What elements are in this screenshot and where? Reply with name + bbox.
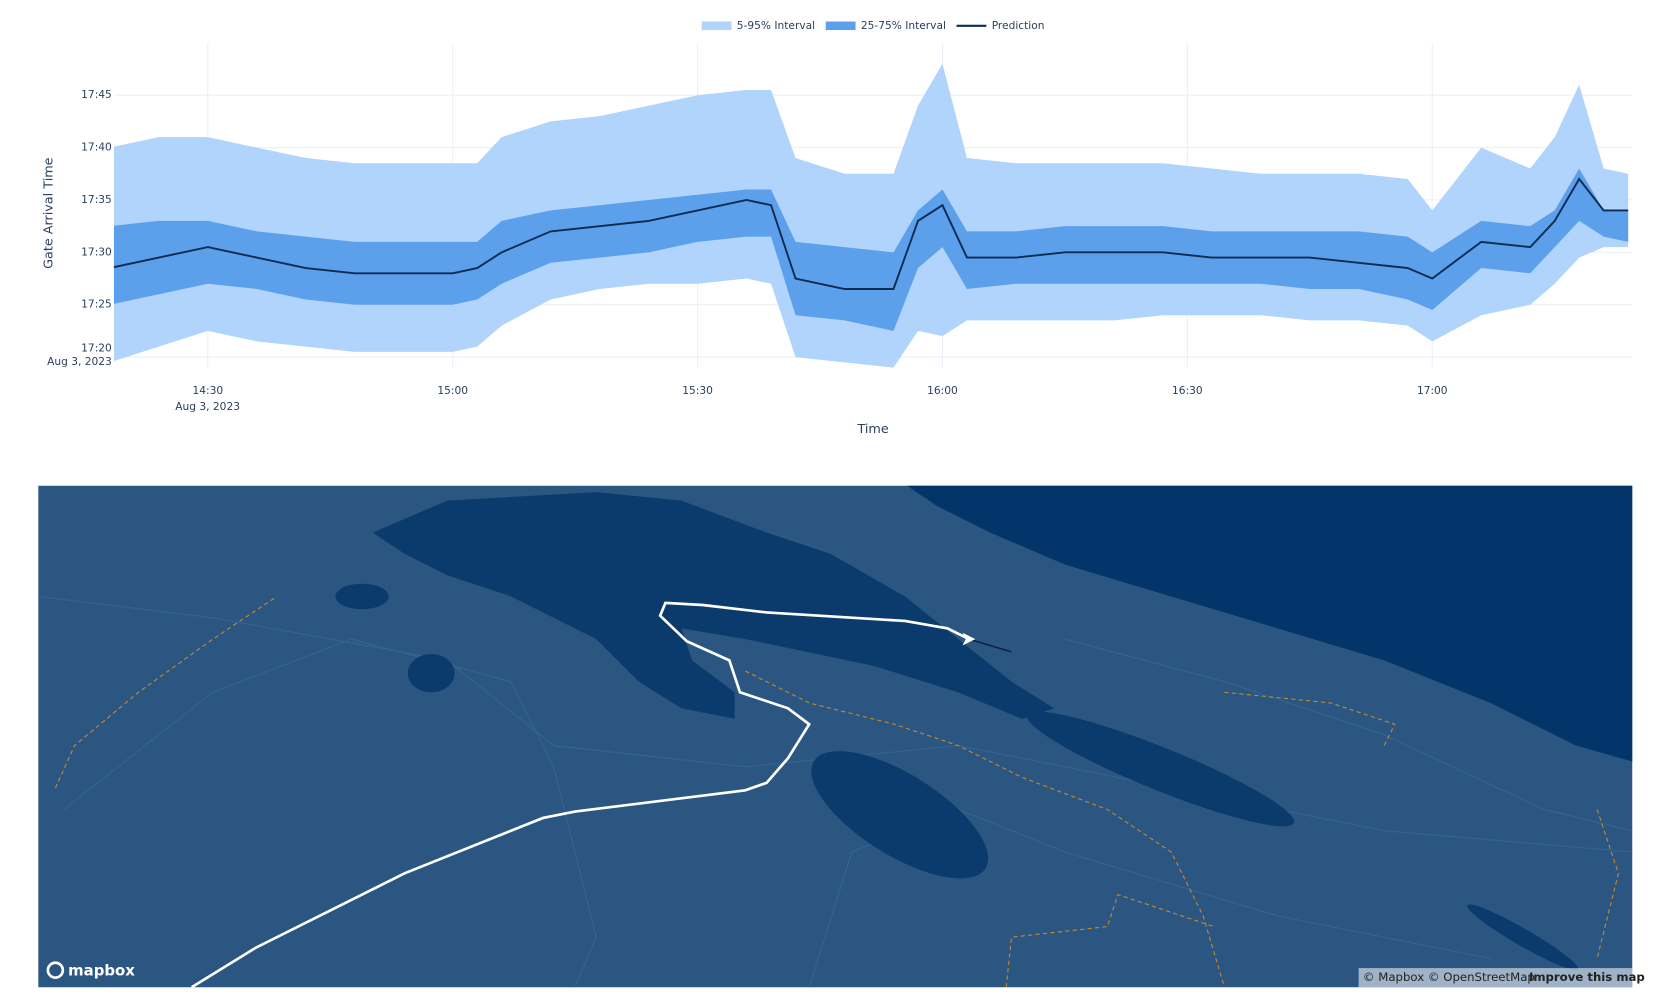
plot-area (113, 63, 1629, 368)
map-borders (54, 596, 1619, 988)
x-tick-label: 17:00 (1417, 384, 1448, 397)
legend-swatch (825, 21, 856, 31)
x-tick-label: 15:30 (682, 384, 713, 397)
x-tick-label: 15:00 (437, 384, 468, 397)
map: mapbox © Mapbox © OpenStreetMap Improve … (38, 485, 1645, 989)
interval-band (113, 63, 1629, 368)
y-tick-label: 17:25 (81, 298, 112, 311)
legend-item[interactable]: 5-95% Interval (701, 19, 815, 32)
y-date-label: Aug 3, 2023 (47, 355, 112, 368)
map-sea (907, 485, 1633, 762)
flight-path (190, 601, 970, 989)
prediction-line (113, 177, 1629, 290)
map-roads (38, 595, 1633, 988)
x-axis-title: Time (856, 422, 888, 437)
legend-item[interactable]: Prediction (956, 19, 1045, 32)
y-tick-label: 17:35 (81, 193, 112, 206)
attribution[interactable]: © Mapbox © OpenStreetMap (1363, 970, 1535, 984)
attribution-box (1358, 968, 1633, 988)
x-tick-label: 14:30 (192, 384, 223, 397)
improve-map-link[interactable]: Improve this map (1529, 970, 1645, 984)
legend: 5-95% Interval 25-75% Interval Prediction (701, 19, 1045, 32)
mapbox-logo[interactable]: mapbox (68, 961, 135, 979)
legend-label: Prediction (992, 19, 1045, 32)
legend-swatch (701, 21, 732, 31)
x-tick-label: 16:30 (1172, 384, 1203, 397)
y-axis-title: Gate Arrival Time (41, 157, 56, 269)
x-tick-label: 16:00 (927, 384, 958, 397)
axes: Gate Arrival Time Time Aug 3, 2023 Aug 3… (41, 88, 1447, 437)
y-tick-label: 17:45 (81, 88, 112, 101)
legend-label: 25-75% Interval (861, 19, 946, 32)
y-tick-label: 17:20 (81, 342, 112, 355)
legend-label: 5-95% Interval (737, 19, 815, 32)
y-tick-label: 17:40 (81, 141, 112, 154)
legend-item[interactable]: 25-75% Interval (825, 19, 946, 32)
x-date-label: Aug 3, 2023 (175, 400, 240, 413)
mapbox-logo-icon[interactable] (46, 961, 65, 979)
aircraft-icon (962, 632, 976, 646)
y-tick-label: 17:30 (81, 245, 112, 258)
flight-heading (968, 638, 1012, 653)
interval-band (113, 168, 1629, 331)
